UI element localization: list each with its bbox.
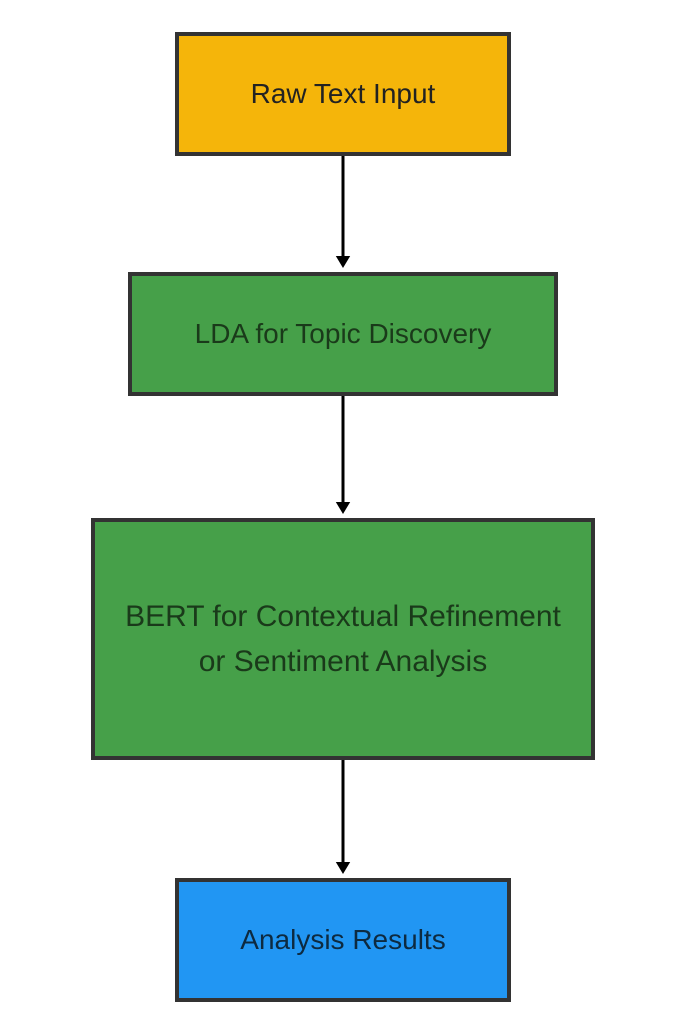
arrowhead-icon (336, 256, 350, 268)
flow-node-label: Raw Text Input (251, 73, 436, 115)
arrowhead-icon (336, 862, 350, 874)
flow-node-label: LDA for Topic Discovery (195, 313, 492, 355)
flow-node-label: BERT for Contextual Refinement or Sentim… (119, 594, 567, 684)
flow-node: BERT for Contextual Refinement or Sentim… (91, 518, 595, 760)
flowchart-canvas: Raw Text Input LDA for Topic Discovery BER… (0, 0, 686, 1024)
flow-node: LDA for Topic Discovery (128, 272, 558, 396)
flow-node-label: Analysis Results (240, 919, 445, 961)
arrowhead-icon (336, 502, 350, 514)
flow-node: Raw Text Input (175, 32, 511, 156)
flow-node: Analysis Results (175, 878, 511, 1002)
